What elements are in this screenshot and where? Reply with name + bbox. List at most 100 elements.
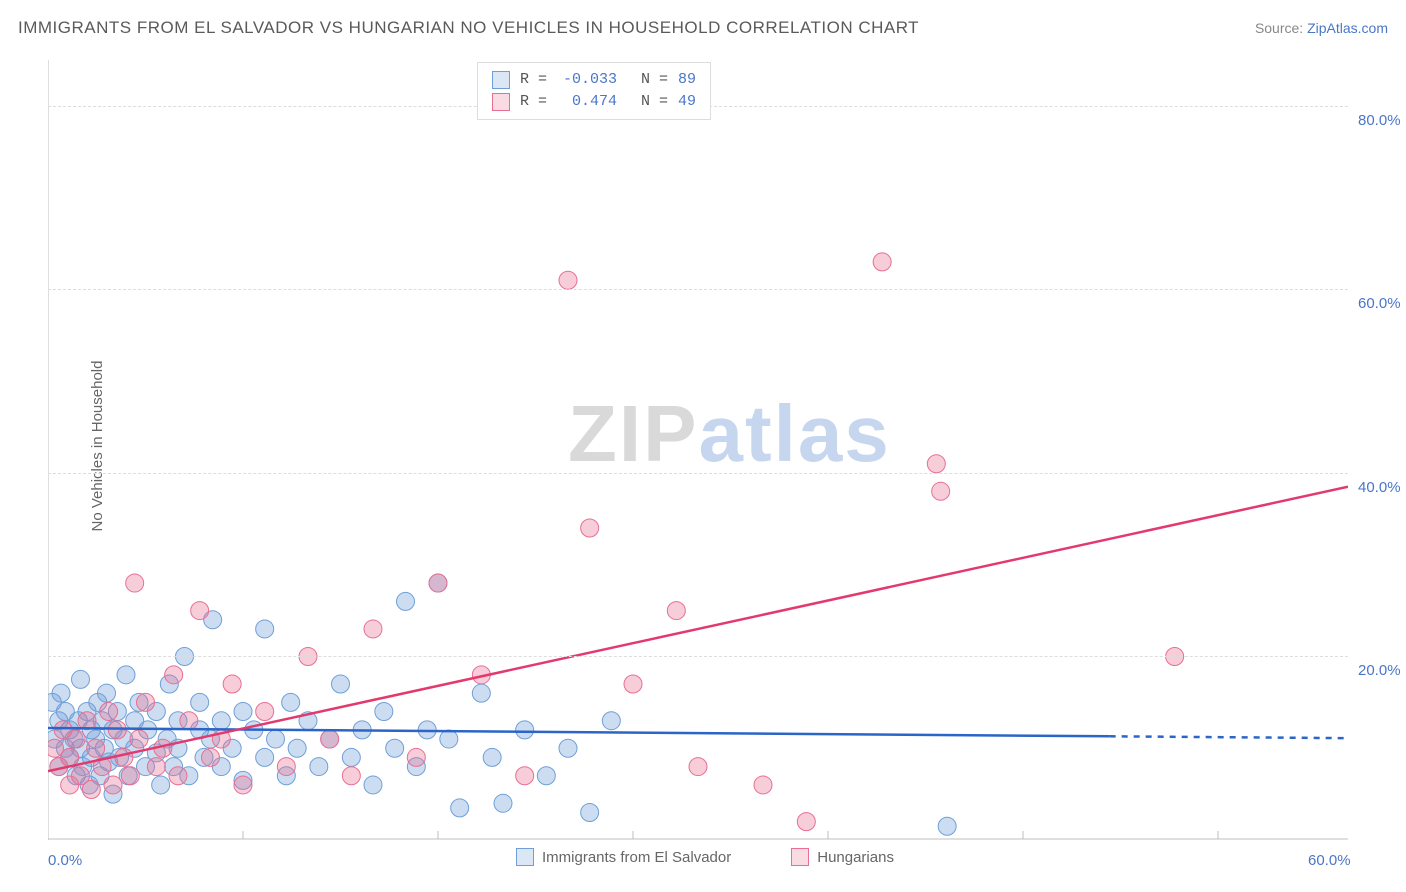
trend-line-dashed: [1110, 736, 1348, 738]
scatter-point: [282, 693, 300, 711]
chart-title: IMMIGRANTS FROM EL SALVADOR VS HUNGARIAN…: [18, 18, 919, 38]
grid-line: [48, 473, 1348, 474]
legend-swatch: [492, 93, 510, 111]
chart-container: { "title": "IMMIGRANTS FROM EL SALVADOR …: [0, 0, 1406, 892]
scatter-point: [82, 781, 100, 799]
y-tick-label: 20.0%: [1358, 662, 1401, 679]
scatter-point: [152, 776, 170, 794]
scatter-point: [256, 620, 274, 638]
series-legend-item: Immigrants from El Salvador: [516, 848, 731, 866]
scatter-point: [440, 730, 458, 748]
source-attribution: Source: ZipAtlas.com: [1255, 20, 1388, 36]
scatter-point: [602, 712, 620, 730]
scatter-point: [61, 748, 79, 766]
scatter-point: [559, 271, 577, 289]
grid-line: [48, 656, 1348, 657]
scatter-point: [689, 758, 707, 776]
y-tick-label: 40.0%: [1358, 479, 1401, 496]
scatter-point: [581, 519, 599, 537]
scatter-point: [52, 684, 70, 702]
scatter-point: [321, 730, 339, 748]
scatter-point: [234, 776, 252, 794]
scatter-point: [754, 776, 772, 794]
scatter-svg: [48, 60, 1348, 840]
scatter-point: [397, 592, 415, 610]
scatter-point: [256, 748, 274, 766]
scatter-point: [288, 739, 306, 757]
scatter-point: [797, 813, 815, 831]
scatter-point: [386, 739, 404, 757]
scatter-point: [472, 684, 490, 702]
legend-swatch: [516, 848, 534, 866]
scatter-point: [234, 703, 252, 721]
x-tick-label: 60.0%: [1308, 852, 1351, 869]
scatter-point: [202, 748, 220, 766]
trend-line: [48, 487, 1348, 771]
scatter-point: [121, 767, 139, 785]
scatter-point: [267, 730, 285, 748]
scatter-point: [126, 574, 144, 592]
legend-r-label: R =: [520, 69, 547, 91]
source-prefix: Source:: [1255, 20, 1307, 36]
scatter-point: [180, 712, 198, 730]
series-legend: Immigrants from El Salvador Hungarians: [516, 848, 894, 866]
scatter-point: [137, 693, 155, 711]
scatter-point: [927, 455, 945, 473]
scatter-point: [147, 758, 165, 776]
scatter-point: [342, 748, 360, 766]
legend-n-label: N =: [641, 69, 668, 91]
scatter-point: [451, 799, 469, 817]
scatter-point: [873, 253, 891, 271]
scatter-point: [165, 666, 183, 684]
scatter-point: [932, 482, 950, 500]
scatter-point: [191, 602, 209, 620]
scatter-point: [115, 748, 133, 766]
source-link[interactable]: ZipAtlas.com: [1307, 20, 1388, 36]
scatter-point: [72, 670, 90, 688]
series-legend-item: Hungarians: [791, 848, 894, 866]
correlation-legend: R =-0.033N =89R =0.474N =49: [477, 62, 711, 120]
scatter-point: [256, 703, 274, 721]
scatter-point: [78, 712, 96, 730]
scatter-point: [332, 675, 350, 693]
scatter-point: [212, 712, 230, 730]
legend-r-value: 0.474: [557, 91, 617, 113]
scatter-point: [100, 703, 118, 721]
legend-n-value: 49: [678, 91, 696, 113]
legend-r-label: R =: [520, 91, 547, 113]
legend-n-label: N =: [641, 91, 668, 113]
x-tick-label: 0.0%: [48, 852, 82, 869]
scatter-point: [169, 767, 187, 785]
scatter-point: [624, 675, 642, 693]
scatter-point: [516, 767, 534, 785]
scatter-point: [494, 794, 512, 812]
plot-area: ZIPatlas 20.0%40.0%60.0%80.0%0.0%60.0%: [48, 60, 1348, 840]
y-tick-label: 80.0%: [1358, 112, 1401, 129]
scatter-point: [117, 666, 135, 684]
scatter-point: [67, 730, 85, 748]
scatter-point: [559, 739, 577, 757]
legend-row: R =-0.033N =89: [492, 69, 696, 91]
series-legend-label: Immigrants from El Salvador: [542, 849, 731, 866]
scatter-point: [537, 767, 555, 785]
legend-row: R = 0.474 N = 49: [492, 91, 696, 113]
scatter-point: [87, 739, 105, 757]
scatter-point: [277, 758, 295, 776]
grid-line: [48, 289, 1348, 290]
scatter-point: [938, 817, 956, 835]
scatter-point: [130, 730, 148, 748]
legend-swatch: [492, 71, 510, 89]
scatter-point: [429, 574, 447, 592]
series-legend-label: Hungarians: [817, 849, 894, 866]
scatter-point: [667, 602, 685, 620]
scatter-point: [483, 748, 501, 766]
scatter-point: [310, 758, 328, 776]
scatter-point: [375, 703, 393, 721]
scatter-point: [342, 767, 360, 785]
legend-swatch: [791, 848, 809, 866]
scatter-point: [104, 776, 122, 794]
legend-n-value: 89: [678, 69, 696, 91]
scatter-point: [407, 748, 425, 766]
scatter-point: [98, 684, 116, 702]
scatter-point: [191, 693, 209, 711]
